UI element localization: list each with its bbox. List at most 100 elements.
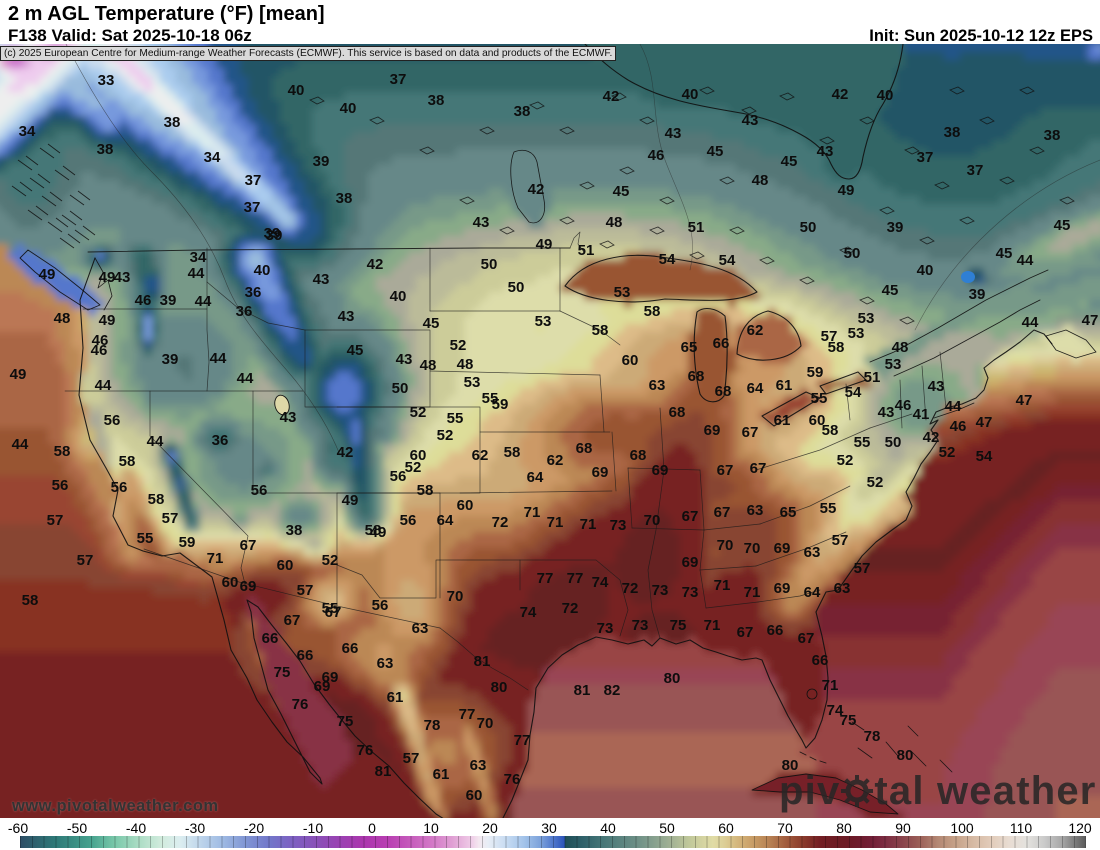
svg-text:34: 34 [190,249,207,266]
svg-text:45: 45 [1054,217,1071,234]
svg-text:38: 38 [944,124,961,141]
svg-text:57: 57 [162,510,179,527]
svg-text:44: 44 [195,293,212,310]
svg-text:39: 39 [969,286,986,303]
svg-text:50: 50 [844,245,861,262]
svg-text:45: 45 [423,315,440,332]
svg-text:69: 69 [314,678,331,695]
svg-text:40: 40 [682,86,699,103]
svg-text:67: 67 [717,462,734,479]
svg-text:38: 38 [1044,127,1061,144]
svg-text:54: 54 [719,252,736,269]
svg-text:42: 42 [367,256,384,273]
svg-text:38: 38 [514,103,531,120]
svg-text:39: 39 [266,227,283,244]
svg-text:75: 75 [840,712,857,729]
svg-text:36: 36 [245,284,262,301]
svg-text:67: 67 [714,504,731,521]
svg-text:62: 62 [547,452,564,469]
svg-text:67: 67 [737,624,754,641]
svg-text:72: 72 [622,580,639,597]
svg-text:58: 58 [22,592,39,609]
svg-text:73: 73 [652,582,669,599]
svg-text:67: 67 [742,424,759,441]
svg-text:50: 50 [481,256,498,273]
svg-text:42: 42 [832,86,849,103]
svg-text:39: 39 [162,351,179,368]
svg-text:43: 43 [817,143,834,160]
svg-text:67: 67 [682,508,699,525]
svg-text:51: 51 [864,369,881,386]
svg-text:69: 69 [240,578,257,595]
svg-text:49: 49 [99,312,116,329]
svg-text:34: 34 [204,149,221,166]
svg-text:71: 71 [714,577,731,594]
svg-text:50: 50 [508,279,525,296]
svg-text:62: 62 [747,322,764,339]
svg-text:45: 45 [882,282,899,299]
svg-text:55: 55 [447,410,464,427]
svg-text:41: 41 [913,406,930,423]
svg-text:44: 44 [95,377,112,394]
svg-text:62: 62 [472,447,489,464]
svg-text:48: 48 [54,310,71,327]
svg-text:75: 75 [337,713,354,730]
svg-text:55: 55 [811,390,828,407]
svg-text:78: 78 [864,728,881,745]
svg-text:69: 69 [652,462,669,479]
svg-text:43: 43 [396,351,413,368]
svg-text:65: 65 [780,504,797,521]
svg-text:45: 45 [707,143,724,160]
svg-text:44: 44 [1017,252,1034,269]
svg-text:48: 48 [420,357,437,374]
svg-text:53: 53 [848,325,865,342]
svg-text:52: 52 [867,474,884,491]
svg-text:45: 45 [781,153,798,170]
svg-text:61: 61 [774,412,791,429]
svg-text:69: 69 [682,554,699,571]
svg-text:49: 49 [536,236,553,253]
svg-text:68: 68 [715,383,732,400]
svg-text:54: 54 [976,448,993,465]
svg-text:71: 71 [547,514,564,531]
svg-text:44: 44 [1022,314,1039,331]
svg-text:66: 66 [297,647,314,664]
svg-text:39: 39 [160,292,177,309]
svg-text:43: 43 [313,271,330,288]
svg-text:74: 74 [520,604,537,621]
svg-text:45: 45 [347,342,364,359]
svg-text:69: 69 [774,580,791,597]
svg-text:56: 56 [104,412,121,429]
svg-text:63: 63 [649,377,666,394]
svg-text:55: 55 [820,500,837,517]
svg-text:63: 63 [377,655,394,672]
svg-text:74: 74 [592,574,609,591]
svg-text:50: 50 [800,219,817,236]
svg-text:56: 56 [111,479,128,496]
svg-text:46: 46 [135,292,152,309]
svg-text:39: 39 [887,219,904,236]
svg-text:57: 57 [403,750,420,767]
svg-text:77: 77 [567,570,584,587]
svg-text:54: 54 [659,251,676,268]
svg-text:57: 57 [821,328,838,345]
svg-text:58: 58 [148,491,165,508]
svg-text:81: 81 [474,653,491,670]
svg-text:63: 63 [834,580,851,597]
svg-text:59: 59 [179,534,196,551]
svg-text:58: 58 [504,444,521,461]
svg-text:53: 53 [535,313,552,330]
svg-text:64: 64 [527,469,544,486]
svg-text:44: 44 [237,370,254,387]
svg-text:61: 61 [387,689,404,706]
svg-text:80: 80 [897,747,914,764]
svg-text:49: 49 [342,492,359,509]
svg-text:52: 52 [410,404,427,421]
svg-text:70: 70 [644,512,661,529]
svg-text:37: 37 [244,199,261,216]
svg-text:46: 46 [92,332,109,349]
svg-text:69: 69 [592,464,609,481]
svg-text:63: 63 [412,620,429,637]
svg-text:37: 37 [245,172,262,189]
svg-text:58: 58 [417,482,434,499]
